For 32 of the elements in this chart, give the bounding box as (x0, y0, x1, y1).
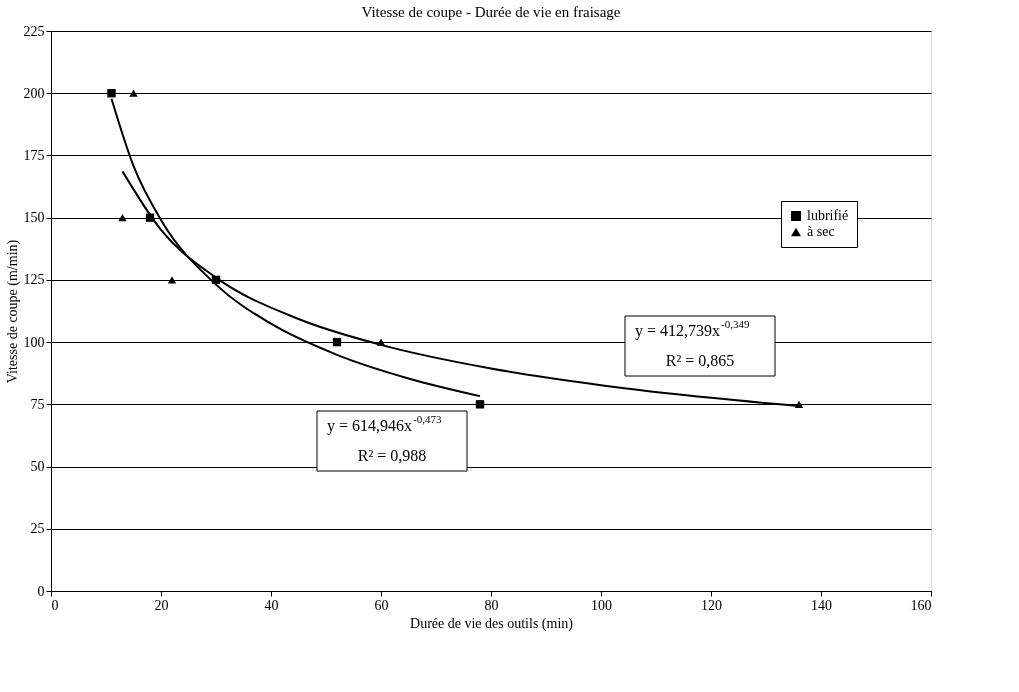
y-tick-label: 25 (30, 521, 45, 537)
y-tick-label: 150 (23, 210, 45, 226)
y-tick-label: 50 (30, 459, 45, 475)
y-tick-label: 0 (37, 583, 45, 599)
x-tick-label: 80 (484, 597, 499, 613)
point (332, 337, 342, 347)
x-axis-title: Durée de vie des outils (min) (410, 615, 574, 632)
x-tick-label: 100 (591, 597, 612, 613)
x-tick-label: 120 (701, 597, 722, 613)
x-tick-label: 60 (374, 597, 389, 613)
annotation: R² = 0,988 (357, 447, 427, 464)
x-tick-label: 140 (811, 597, 832, 613)
chart-title: Vitesse de coupe - Durée de vie en fraisage (361, 4, 621, 20)
y-axis-title: Vitesse de coupe (m/min) (4, 239, 21, 384)
y-tick-label: 100 (23, 334, 45, 350)
legend-label: lubrifié (807, 208, 849, 223)
point (118, 214, 127, 222)
x-tick-label: 40 (264, 597, 279, 613)
point (167, 276, 177, 284)
y-tick-label: 75 (30, 396, 45, 412)
point (129, 89, 138, 97)
x-tick-label: 160 (910, 597, 932, 613)
point (107, 89, 116, 98)
y-tick-label: 200 (23, 85, 45, 101)
x-tick-label: 20 (154, 597, 169, 613)
point (475, 400, 485, 409)
legend-label: à sec (807, 224, 835, 239)
y-tick-label: 125 (23, 272, 45, 288)
x-tick-label: 0 (51, 597, 59, 613)
y-tick-label: 175 (23, 147, 45, 163)
y-tick-label: 225 (23, 23, 45, 39)
annotation: R² = 0,865 (665, 352, 735, 369)
